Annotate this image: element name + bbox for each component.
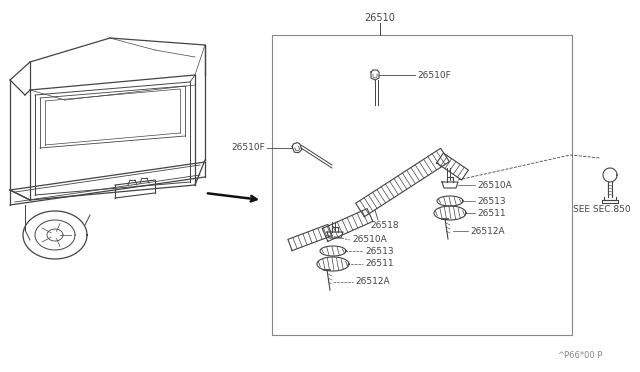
Text: 26510A: 26510A	[352, 235, 387, 244]
Text: 26513: 26513	[365, 247, 394, 256]
Text: 26513: 26513	[477, 196, 506, 205]
Text: 26510: 26510	[365, 13, 396, 23]
Text: SEE SEC.850: SEE SEC.850	[573, 205, 631, 215]
Text: 26518: 26518	[370, 221, 399, 230]
Bar	[272, 35, 572, 335]
Text: 26512A: 26512A	[470, 227, 504, 235]
Text: 26510A: 26510A	[477, 180, 512, 189]
Text: ^P66*00·P: ^P66*00·P	[557, 350, 603, 359]
Text: 26511: 26511	[365, 260, 394, 269]
Text: 26510F: 26510F	[231, 144, 265, 153]
Text: 26510F: 26510F	[417, 71, 451, 80]
Text: 26512A: 26512A	[355, 278, 390, 286]
Text: 26511: 26511	[477, 208, 506, 218]
